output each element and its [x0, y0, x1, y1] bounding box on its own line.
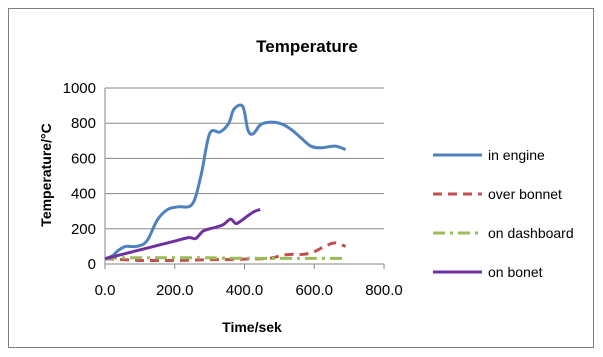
legend-label: in engine — [488, 147, 545, 163]
y-tick-label: 600 — [71, 150, 96, 167]
x-axis-title: Time/sek — [222, 319, 282, 335]
temperature-chart: Temperature 0 200 400 600 800 1000 0.0 200.0 400… — [38, 37, 574, 335]
x-tick-label: 400.0 — [226, 282, 264, 299]
x-tick-label: 600.0 — [295, 282, 333, 299]
x-tick-label: 0.0 — [95, 282, 116, 299]
y-tick-label: 400 — [71, 186, 96, 203]
x-tick-label: 800.0 — [365, 282, 403, 299]
y-tick-label: 800 — [71, 115, 96, 132]
axis-layer: 0 200 400 600 800 1000 0.0 200.0 400.0 600.0 800.0 — [63, 80, 403, 299]
y-axis-title: Temperature/°C — [38, 123, 54, 226]
legend-label: on bonet — [488, 264, 543, 280]
legend-label: over bonnet — [488, 186, 562, 202]
x-tick-label: 200.0 — [156, 282, 194, 299]
series-line-in-engine — [104, 103, 347, 261]
chart-title: Temperature — [256, 37, 358, 56]
legend-label: on dashboard — [488, 225, 574, 241]
series-layer — [104, 103, 347, 263]
grid-layer — [105, 87, 384, 230]
legend: in engine over bonnet on dashboard on bonet — [433, 147, 574, 280]
series-line-over-bonnet — [104, 241, 347, 263]
y-tick-label: 200 — [71, 221, 96, 238]
series-line-on-bonet — [104, 207, 261, 261]
y-tick-label: 1000 — [63, 80, 96, 97]
chart-frame: Temperature 0 200 400 600 800 1000 0.0 200.0 400… — [8, 8, 594, 348]
y-tick-label: 0 — [88, 256, 96, 273]
series-line-on-dashboard — [104, 256, 343, 261]
